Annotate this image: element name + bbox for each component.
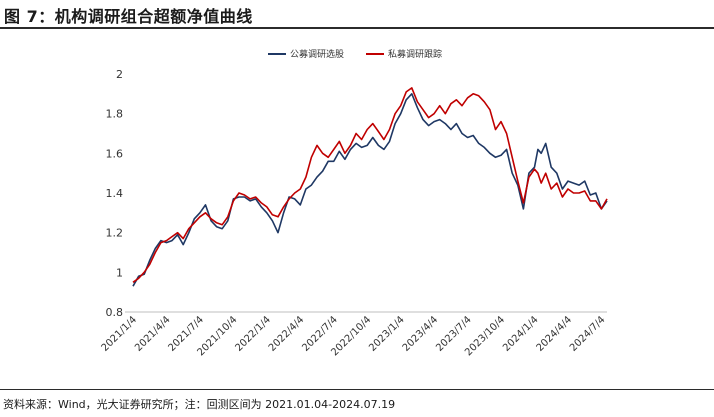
x-tick-label: 2024/7/4 — [568, 314, 608, 354]
y-tick-label: 1 — [116, 266, 123, 279]
x-tick-label: 2021/1/4 — [100, 314, 140, 354]
title-divider — [0, 27, 714, 29]
source-note: 资料来源：Wind，光大证券研究所；注：回测区间为 2021.01.04-202… — [3, 398, 396, 411]
source-divider — [0, 389, 714, 390]
series-line-2 — [132, 87, 608, 283]
y-tick-label: 0.8 — [106, 306, 124, 319]
x-tick-label: 2022/1/4 — [233, 314, 273, 354]
y-tick-label: 2 — [116, 68, 123, 81]
x-tick-label: 2023/1/4 — [367, 314, 407, 354]
x-tick-label: 2021/4/4 — [133, 314, 173, 354]
legend-label-1: 公募调研选股 — [290, 48, 344, 60]
x-tick-label: 2024/4/4 — [535, 314, 575, 354]
series-lines — [132, 87, 608, 287]
figure-title: 图 7：机构调研组合超额净值曲线 — [4, 7, 253, 26]
net-value-line-chart: 公募调研选股 私募调研跟踪 0.811.21.41.61.82 2021/1/42… — [100, 48, 608, 358]
y-tick-label: 1.2 — [106, 227, 124, 240]
legend-label-2: 私募调研跟踪 — [388, 48, 442, 60]
x-tick-label: 2024/1/4 — [501, 314, 541, 354]
y-axis: 0.8 1 1.2 1.4 1.6 1.8 2 — [106, 68, 124, 319]
x-tick-label: 2023/4/4 — [401, 314, 441, 354]
x-axis: 2021/1/42021/4/42021/7/42021/10/42022/1/… — [100, 311, 608, 358]
series-line-1 — [132, 92, 608, 287]
y-tick-label: 1.6 — [106, 147, 124, 160]
y-tick-label: 1.8 — [106, 108, 124, 121]
x-tick-label: 2022/4/4 — [267, 314, 307, 354]
y-tick-label: 1.4 — [106, 187, 124, 200]
chart-legend: 公募调研选股 私募调研跟踪 — [268, 48, 442, 60]
